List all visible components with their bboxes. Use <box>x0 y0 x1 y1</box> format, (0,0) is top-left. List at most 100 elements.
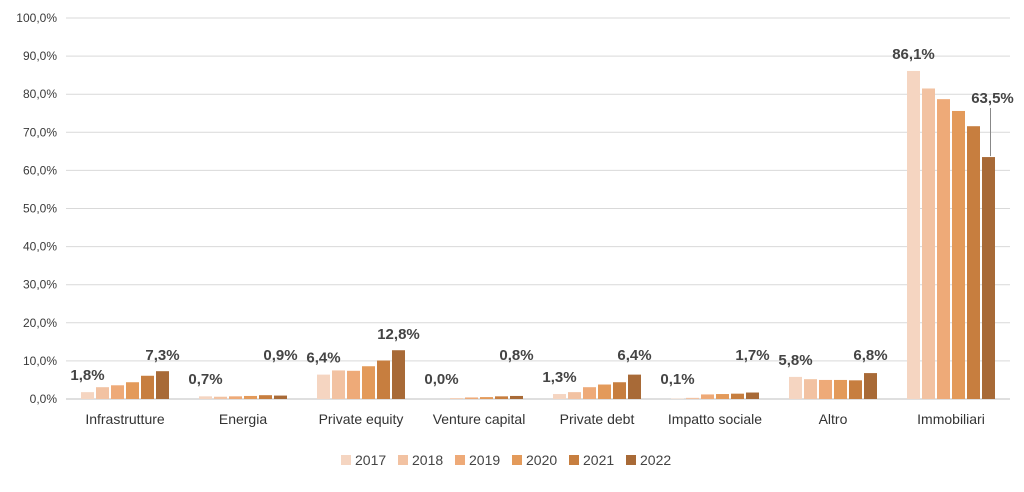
legend-item: 2017 <box>341 452 386 468</box>
y-tick-label: 40,0% <box>23 240 57 254</box>
legend-label: 2021 <box>583 452 614 468</box>
data-label: 0,9% <box>263 347 297 364</box>
data-label: 1,7% <box>735 347 769 364</box>
bar <box>849 380 862 399</box>
y-tick-label: 50,0% <box>23 202 57 216</box>
data-label: 12,8% <box>377 326 420 343</box>
data-label: 6,8% <box>853 347 887 364</box>
bar <box>907 71 920 399</box>
bar <box>377 361 390 399</box>
bar <box>214 397 227 399</box>
bar <box>141 376 154 399</box>
bar <box>317 375 330 399</box>
bar <box>937 99 950 399</box>
y-axis-tick-labels: 0,0% 10,0% 20,0% 30,0% 40,0% 50,0% 60,0% 70,0% 8… <box>16 11 57 406</box>
y-tick-label: 0,0% <box>30 392 58 406</box>
bar <box>450 398 463 399</box>
data-label: 63,5% <box>971 90 1014 107</box>
data-label: 1,8% <box>70 367 104 384</box>
data-labels: 1,8% 7,3% 0,7% 0,9% 6,4% 12,8% 0,0% 0,8% 1,3% 6,4… <box>70 46 1013 388</box>
category-label: Impatto sociale <box>668 411 762 427</box>
legend-item: 2018 <box>398 452 443 468</box>
category-label: Infrastrutture <box>85 411 165 427</box>
category-label: Immobiliari <box>917 411 985 427</box>
y-tick-label: 70,0% <box>23 125 57 139</box>
bar <box>81 392 94 399</box>
data-label: 6,4% <box>306 350 340 367</box>
category-label: Private debt <box>560 411 635 427</box>
bar <box>701 394 714 399</box>
data-label: 86,1% <box>892 46 935 63</box>
legend-swatch <box>569 455 579 465</box>
bar <box>746 393 759 399</box>
bar <box>510 396 523 399</box>
y-tick-label: 80,0% <box>23 87 57 101</box>
gridlines <box>66 18 1010 399</box>
category-label: Venture capital <box>433 411 526 427</box>
bar <box>598 385 611 399</box>
data-label: 0,0% <box>424 371 458 388</box>
legend-swatch <box>512 455 522 465</box>
bar <box>731 394 744 399</box>
legend-swatch <box>398 455 408 465</box>
bar <box>553 394 566 399</box>
x-axis-category-labels: Infrastrutture Energia Private equity Ventu… <box>85 411 985 427</box>
legend-label: 2022 <box>640 452 671 468</box>
bar <box>686 398 699 399</box>
legend: 2017 2018 2019 2020 2021 2022 <box>341 452 671 468</box>
bar <box>229 396 242 399</box>
bar <box>922 88 935 399</box>
bar <box>967 126 980 399</box>
bar <box>126 382 139 399</box>
bar <box>480 397 493 399</box>
bar <box>864 373 877 399</box>
legend-label: 2017 <box>355 452 386 468</box>
bar <box>716 394 729 399</box>
bar <box>156 371 169 399</box>
bar <box>274 396 287 399</box>
data-label: 6,4% <box>617 347 651 364</box>
bar <box>804 379 817 399</box>
bar <box>583 387 596 399</box>
legend-swatch <box>626 455 636 465</box>
legend-item: 2021 <box>569 452 614 468</box>
bar <box>259 395 272 399</box>
y-tick-label: 10,0% <box>23 354 57 368</box>
data-label: 7,3% <box>145 347 179 364</box>
data-label: 5,8% <box>778 352 812 369</box>
y-tick-label: 20,0% <box>23 316 57 330</box>
y-tick-label: 60,0% <box>23 163 57 177</box>
data-label: 1,3% <box>542 369 576 386</box>
data-label: 0,8% <box>499 347 533 364</box>
bar <box>347 371 360 399</box>
bar <box>392 350 405 399</box>
data-label: 0,1% <box>660 371 694 388</box>
bar <box>952 111 965 399</box>
bar <box>111 385 124 399</box>
category-label: Private equity <box>319 411 404 427</box>
bar <box>199 396 212 399</box>
bar <box>628 375 641 399</box>
data-label: 0,7% <box>188 371 222 388</box>
legend-item: 2020 <box>512 452 557 468</box>
bar <box>465 397 478 399</box>
category-label: Energia <box>219 411 267 427</box>
bar <box>819 380 832 399</box>
y-tick-label: 100,0% <box>16 11 57 25</box>
y-tick-label: 90,0% <box>23 49 57 63</box>
bar <box>495 396 508 399</box>
bar <box>244 396 257 399</box>
legend-item: 2019 <box>455 452 500 468</box>
bar <box>834 380 847 399</box>
bar <box>982 157 995 399</box>
legend-label: 2019 <box>469 452 500 468</box>
category-label: Altro <box>819 411 848 427</box>
bar <box>362 366 375 399</box>
bar <box>332 370 345 399</box>
y-tick-label: 30,0% <box>23 278 57 292</box>
legend-label: 2020 <box>526 452 557 468</box>
bar <box>568 392 581 399</box>
legend-label: 2018 <box>412 452 443 468</box>
bar <box>613 382 626 399</box>
